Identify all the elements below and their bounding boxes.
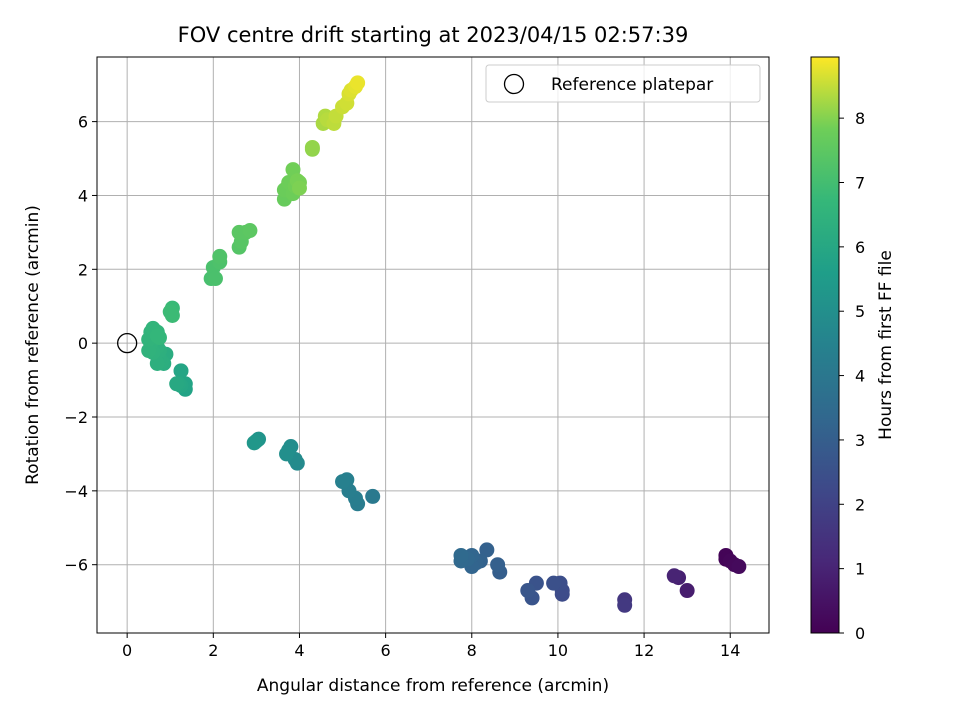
data-point	[291, 180, 307, 196]
x-tick-label: 8	[467, 641, 477, 660]
data-point	[350, 75, 366, 91]
data-point	[666, 568, 682, 584]
colorbar-tick-label: 8	[855, 109, 865, 128]
y-tick-label: 0	[78, 334, 88, 353]
legend: Reference platepar	[485, 64, 761, 103]
colorbar-tick-label: 4	[855, 367, 865, 386]
data-point	[149, 328, 165, 344]
y-tick-label: −6	[64, 556, 88, 575]
colorbar-tick-label: 3	[855, 431, 865, 450]
data-points	[141, 75, 747, 613]
data-point	[242, 223, 258, 239]
x-tick-label: 12	[634, 641, 654, 660]
colorbar-tick-label: 6	[855, 238, 865, 257]
data-point	[141, 343, 157, 359]
x-tick-label: 0	[122, 641, 132, 660]
colorbar-tick-label: 7	[855, 173, 865, 192]
data-point	[207, 271, 223, 287]
data-point	[212, 248, 228, 264]
x-axis: 0 2 4 6 8 10 12 14	[122, 633, 740, 660]
data-point	[173, 363, 189, 379]
legend-marker	[503, 73, 525, 95]
plot-frame	[96, 56, 770, 634]
grid	[97, 57, 769, 633]
data-point	[520, 583, 536, 599]
data-point	[490, 557, 506, 573]
data-point	[617, 597, 633, 613]
data-point	[162, 304, 178, 320]
y-tick-label: 2	[78, 260, 88, 279]
legend-box	[485, 64, 761, 103]
colorbar-tick-label: 2	[855, 495, 865, 514]
y-tick-label: 4	[78, 186, 88, 205]
y-tick-label: −4	[64, 482, 88, 501]
colorbar-gradient	[810, 56, 840, 634]
data-point	[679, 583, 695, 599]
colorbar: 0 1 2 3 4 5 6 7 8 Hours from first FF file	[810, 56, 896, 643]
colorbar-ticks: 0 1 2 3 4 5 6 7 8	[839, 109, 865, 643]
colorbar-label: Hours from first FF file	[876, 250, 896, 440]
reference-platepar-marker	[117, 333, 138, 354]
x-tick-label: 2	[208, 641, 218, 660]
data-point	[304, 139, 320, 155]
data-point	[731, 559, 747, 575]
colorbar-tick-label: 5	[855, 302, 865, 321]
data-point	[365, 488, 381, 504]
y-tick-label: 6	[78, 113, 88, 132]
legend-label: Reference platepar	[551, 75, 713, 95]
x-axis-label: Angular distance from reference (arcmin)	[257, 676, 609, 696]
x-tick-label: 4	[294, 641, 304, 660]
y-axis: −6 −4 −2 0 2 4 6	[64, 113, 97, 575]
data-point	[246, 435, 262, 451]
y-axis-label: Rotation from reference (arcmin)	[23, 205, 43, 485]
data-point	[279, 446, 295, 462]
x-tick-label: 14	[720, 641, 740, 660]
colorbar-tick-label: 1	[855, 560, 865, 579]
chart-title: FOV centre drift starting at 2023/04/15 …	[178, 23, 689, 47]
colorbar-tick-label: 0	[855, 624, 865, 643]
data-point	[453, 547, 469, 563]
y-tick-label: −2	[64, 408, 88, 427]
x-tick-label: 10	[548, 641, 568, 660]
reference-marker-group	[117, 333, 138, 354]
data-point	[169, 376, 185, 392]
x-tick-label: 6	[381, 641, 391, 660]
data-point	[479, 542, 495, 558]
data-point	[546, 575, 562, 591]
data-point	[335, 474, 351, 490]
